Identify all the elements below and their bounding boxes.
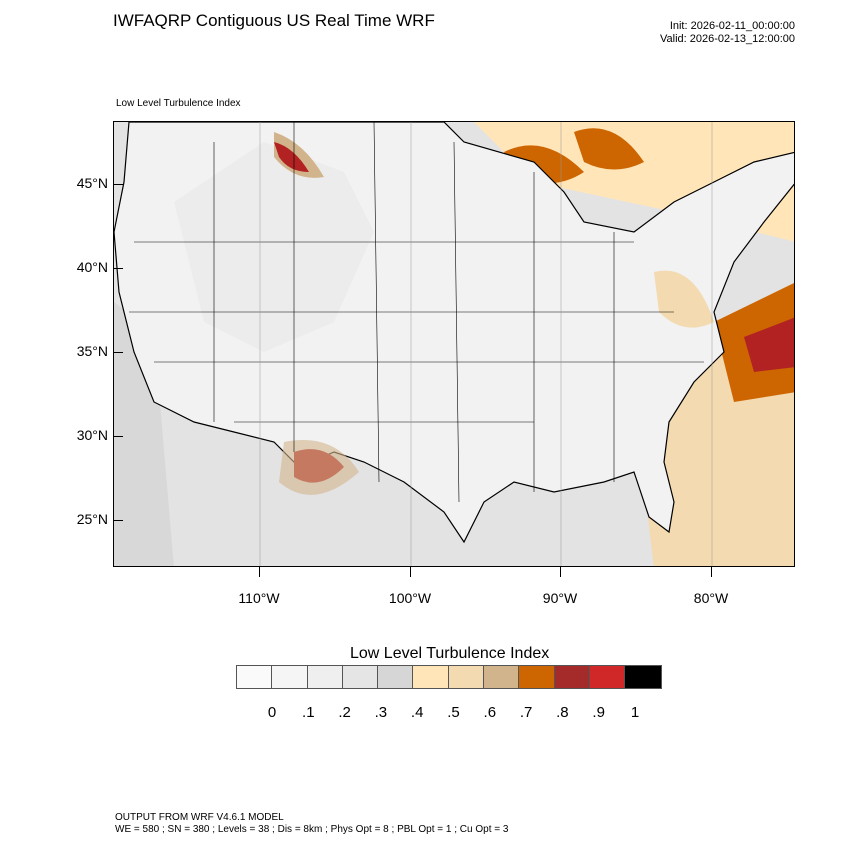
map-svg: [114, 122, 794, 566]
montana-peak: [274, 142, 309, 172]
colorbar-swatch-5: [413, 666, 449, 688]
colorbar: [236, 665, 662, 689]
graticule: [259, 122, 713, 566]
valid-time: Valid: 2026-02-13_12:00:00: [660, 33, 795, 45]
colorbar-swatch-2: [307, 666, 343, 688]
montana-field: [274, 132, 324, 178]
mexico-field: [279, 440, 359, 495]
colorbar-swatch-7: [484, 666, 520, 688]
west-field: [174, 142, 374, 352]
lat-label-25: 25°N: [76, 511, 108, 527]
colorbar-swatch-11: [625, 666, 661, 688]
colorbar-label: .2: [338, 704, 351, 721]
colorbar-swatch-6: [448, 666, 485, 688]
colorbar-label: .1: [302, 704, 315, 721]
footer-config: WE = 580 ; SN = 380 ; Levels = 38 ; Dis …: [115, 824, 509, 835]
footer-model: OUTPUT FROM WRF V4.6.1 MODEL: [115, 812, 284, 823]
lat-label-35: 35°N: [76, 343, 108, 359]
lon-label-110: 110°W: [238, 590, 280, 606]
init-time: Init: 2026-02-11_00:00:00: [669, 20, 795, 32]
colorbar-label: .4: [410, 704, 424, 721]
colorbar-label: .7: [519, 704, 533, 721]
colorbar-label: .3: [374, 704, 388, 721]
colorbar-label: 0: [267, 704, 277, 721]
field-subtitle: Low Level Turbulence Index: [116, 98, 241, 109]
colorbar-swatch-9: [554, 666, 590, 688]
lon-tick: [410, 567, 411, 577]
lat-tick: [113, 436, 123, 437]
colorbar-swatch-3: [342, 666, 379, 688]
lon-tick: [560, 567, 561, 577]
lon-label-90: 90°W: [542, 590, 578, 606]
canada-high-field-2: [574, 128, 644, 170]
lat-tick: [113, 268, 123, 269]
colorbar-swatch-10: [589, 666, 626, 688]
lat-tick: [113, 184, 123, 185]
lat-label-45: 45°N: [76, 175, 108, 191]
plot-title: IWFAQRP Contiguous US Real Time WRF: [113, 11, 435, 30]
colorbar-label: 1: [630, 704, 640, 721]
colorbar-swatch-4: [378, 666, 414, 688]
state-boundaries: [129, 122, 704, 503]
colorbar-label: .8: [556, 704, 569, 721]
colorbar-label: .9: [592, 704, 605, 721]
colorbar-label: .5: [447, 704, 460, 721]
colorbar-swatch-0: [237, 666, 273, 688]
map-panel: [113, 121, 795, 567]
colorbar-title: Low Level Turbulence Index: [350, 645, 550, 662]
lat-label-30: 30°N: [76, 427, 108, 443]
lat-label-40: 40°N: [76, 259, 108, 275]
lon-label-100: 100°W: [388, 590, 432, 606]
appalachian-field: [654, 270, 714, 328]
lon-label-80: 80°W: [693, 590, 729, 606]
lon-tick: [259, 567, 260, 577]
colorbar-label: .6: [483, 704, 497, 721]
colorbar-swatch-1: [272, 666, 308, 688]
pacific-field: [114, 302, 174, 566]
atlantic-peak-field: [744, 317, 794, 372]
lat-tick: [113, 352, 123, 353]
colorbar-swatch-8: [519, 666, 555, 688]
lon-tick: [711, 567, 712, 577]
lat-tick: [113, 520, 123, 521]
